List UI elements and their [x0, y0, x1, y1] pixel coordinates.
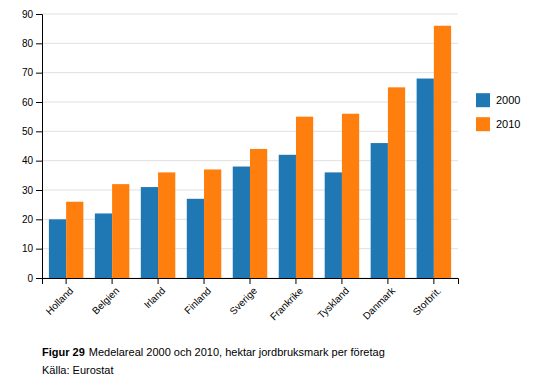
tick-label: Belgien: [90, 285, 121, 316]
tick: Sverige: [227, 278, 259, 317]
bar: [141, 187, 158, 278]
legend-swatch: [476, 93, 490, 107]
legend-label: 2000: [496, 94, 520, 106]
tick: Storbrit.: [411, 278, 444, 318]
legend: 2000 2010: [476, 93, 520, 131]
tick-label: 80: [22, 38, 34, 49]
tick-mark: [36, 278, 42, 279]
axis-line: [43, 279, 459, 285]
tick-mark: [36, 102, 42, 103]
chart: 0 10 20 30 40 50 60 70 80 90 Holland Belgien Irland F…: [0, 0, 548, 390]
tick: 20: [22, 214, 42, 225]
tick-label: Irland: [142, 285, 167, 310]
tick: Belgien: [90, 278, 121, 316]
tick-mark: [36, 190, 42, 191]
tick: 80: [22, 38, 42, 49]
bar: [204, 169, 221, 278]
tick-label: 0: [27, 273, 33, 284]
tick-mark: [36, 131, 42, 132]
caption-title: Figur 29: [42, 346, 85, 358]
tick: 10: [22, 243, 42, 254]
tick: Irland: [142, 278, 167, 311]
tick-label: 90: [22, 9, 34, 20]
tick: 0: [27, 273, 42, 284]
tick-label: Storbrit.: [411, 285, 444, 318]
tick: 60: [22, 97, 42, 108]
tick-mark: [36, 43, 42, 44]
tick-mark: [158, 278, 159, 284]
tick-mark: [36, 161, 42, 162]
bar: [233, 167, 250, 278]
caption-subtitle: Medelareal 2000 och 2010, hektar jordbru…: [89, 346, 385, 358]
tick-label: 60: [22, 97, 34, 108]
tick-label: 50: [22, 126, 34, 137]
bar: [279, 155, 296, 278]
bar: [187, 199, 204, 278]
tick-label: 40: [22, 155, 34, 166]
tick: Finland: [182, 278, 213, 316]
tick-mark: [387, 278, 388, 284]
y-axis: 0 10 20 30 40 50 60 70 80 90: [22, 9, 43, 284]
tick: 50: [22, 126, 42, 137]
tick: 70: [22, 67, 42, 78]
tick-mark: [112, 278, 113, 284]
tick-mark: [295, 278, 296, 284]
tick-mark: [66, 278, 67, 284]
tick-label: 30: [22, 185, 34, 196]
tick: 90: [22, 9, 42, 20]
tick-label: Finland: [182, 285, 213, 316]
grid-line: [42, 43, 458, 44]
axis-line: [36, 15, 43, 279]
tick: Danmark: [361, 278, 398, 322]
tick-label: 10: [22, 243, 34, 254]
tick-label: Frankrike: [268, 285, 306, 323]
bar: [49, 219, 66, 278]
bar: [250, 149, 267, 278]
tick-label: Sverige: [227, 285, 259, 317]
grid-line: [42, 72, 458, 73]
bar: [371, 143, 388, 278]
tick: 40: [22, 155, 42, 166]
legend-item: 2000: [476, 93, 520, 107]
bar: [66, 202, 83, 278]
bar: [296, 117, 313, 278]
tick-mark: [433, 278, 434, 284]
tick-mark: [36, 219, 42, 220]
legend-swatch: [476, 117, 490, 131]
tick-mark: [36, 14, 42, 15]
bar: [112, 184, 129, 278]
tick-label: Tyskland: [315, 285, 351, 321]
tick: Frankrike: [268, 278, 306, 322]
plot: 0 10 20 30 40 50 60 70 80 90 Holland Belgien Irland F…: [22, 9, 459, 323]
grid: [42, 14, 458, 278]
bar: [325, 172, 342, 278]
x-axis: Holland Belgien Irland Finland Sverige Frankr…: [43, 278, 459, 322]
tick-mark: [250, 278, 251, 284]
tick-mark: [204, 278, 205, 284]
bar-series: [66, 26, 451, 278]
tick-label: 20: [22, 214, 34, 225]
tick-label: 70: [22, 67, 34, 78]
tick-mark: [36, 73, 42, 74]
legend-item: 2010: [476, 117, 520, 131]
tick-mark: [36, 249, 42, 250]
tick-label: Holland: [44, 285, 76, 317]
legend-label: 2010: [496, 118, 520, 130]
tick: 30: [22, 185, 42, 196]
tick: Holland: [44, 278, 76, 317]
bar: [342, 114, 359, 278]
annotation: Källa: Eurostat: [42, 364, 114, 376]
bars: [49, 26, 451, 278]
bar: [434, 26, 451, 278]
tick: Tyskland: [315, 278, 351, 321]
bar: [158, 172, 175, 278]
bar: [417, 79, 434, 278]
bar-series: [49, 79, 434, 278]
grid-line: [42, 14, 458, 15]
bar: [95, 213, 112, 278]
tick-label: Danmark: [361, 284, 398, 321]
tick-mark: [341, 278, 342, 284]
bar: [388, 87, 405, 278]
